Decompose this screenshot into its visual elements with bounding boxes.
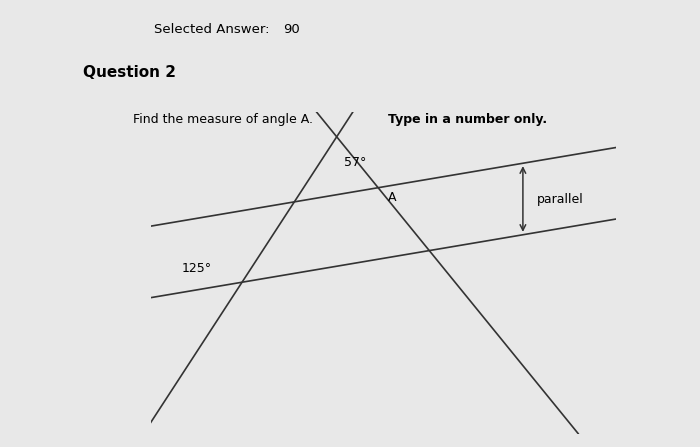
Text: Selected Answer:: Selected Answer:: [154, 23, 270, 36]
Text: Find the measure of angle A.: Find the measure of angle A.: [133, 113, 321, 126]
Text: 57°: 57°: [344, 156, 366, 169]
Text: 90: 90: [284, 23, 300, 36]
Text: A: A: [387, 191, 396, 204]
Text: Type in a number only.: Type in a number only.: [388, 113, 547, 126]
Text: parallel: parallel: [537, 193, 584, 206]
Text: Question 2: Question 2: [83, 65, 176, 80]
Text: 125°: 125°: [181, 262, 211, 275]
